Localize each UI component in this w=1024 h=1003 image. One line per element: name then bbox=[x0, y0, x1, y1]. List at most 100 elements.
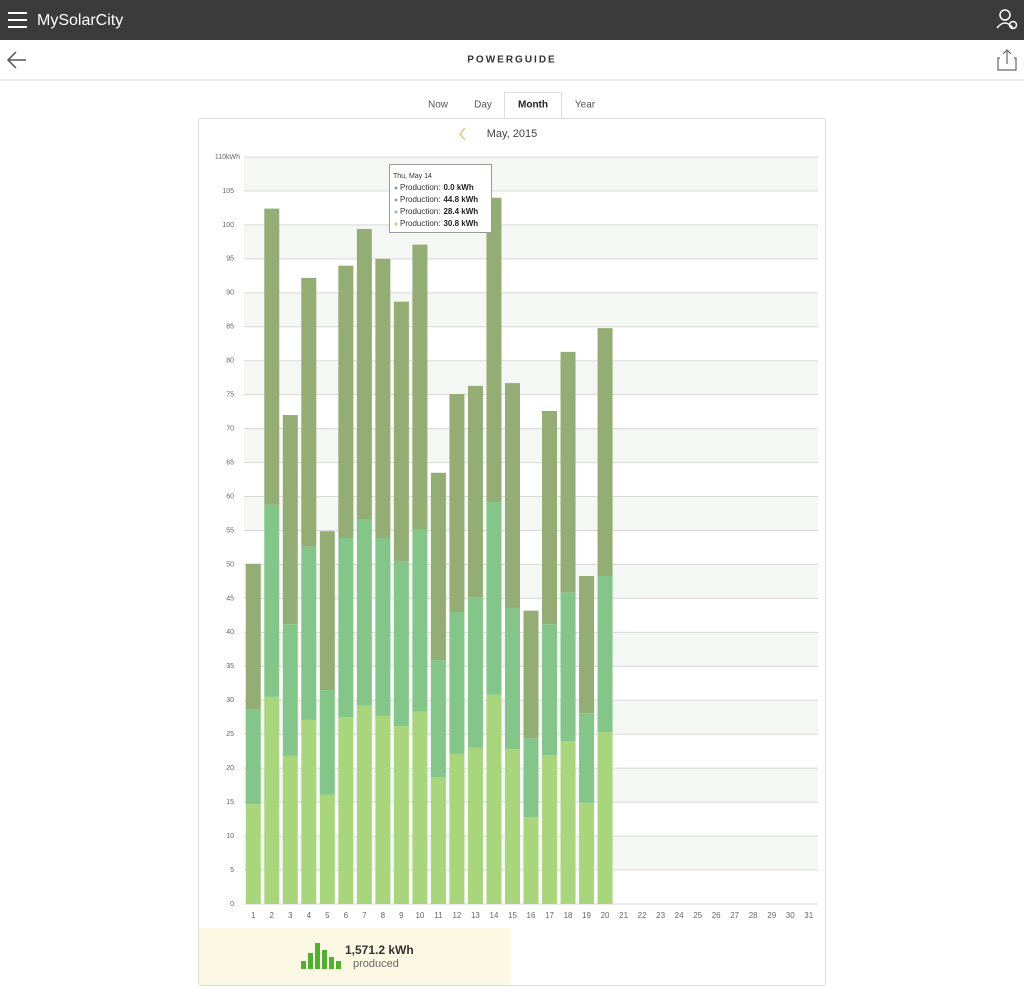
bar-segment bbox=[579, 575, 595, 714]
tooltip-value: 0.0 kWh bbox=[443, 183, 473, 192]
y-tick-label: 100 bbox=[222, 222, 234, 229]
x-tick-label: 12 bbox=[452, 911, 461, 920]
x-tick-label: 2 bbox=[270, 911, 275, 920]
grid-band bbox=[244, 428, 818, 463]
y-tick-label: 45 bbox=[226, 595, 234, 602]
grid-band bbox=[244, 360, 818, 395]
bar-segment bbox=[560, 592, 576, 742]
bar-segment bbox=[542, 410, 558, 625]
bar-segment bbox=[245, 804, 261, 904]
bar-segment bbox=[430, 777, 446, 904]
top-bar bbox=[0, 0, 1024, 40]
bar-segment bbox=[282, 755, 298, 904]
bar-segment bbox=[486, 197, 502, 502]
tooltip-label: Production: bbox=[400, 195, 440, 204]
bar-segment bbox=[486, 694, 502, 904]
grid-band bbox=[244, 224, 818, 259]
x-tick-label: 21 bbox=[619, 911, 628, 920]
period-label: May, 2015 bbox=[487, 128, 538, 140]
tab[interactable]: Day bbox=[474, 100, 492, 111]
y-tick-label: 20 bbox=[226, 765, 234, 772]
bar-segment bbox=[264, 208, 280, 505]
y-tick-label: 0 bbox=[230, 901, 234, 908]
summary-caption: produced bbox=[353, 958, 399, 970]
brand: MySolarCity bbox=[37, 12, 123, 29]
y-tick-label: 30 bbox=[226, 697, 234, 704]
x-tick-label: 16 bbox=[527, 911, 536, 920]
bar-segment bbox=[504, 607, 520, 750]
tab[interactable]: Year bbox=[575, 100, 596, 111]
bar-segment bbox=[301, 546, 317, 720]
bar-segment bbox=[560, 351, 576, 593]
bar-segment bbox=[597, 575, 613, 733]
x-tick-label: 23 bbox=[656, 911, 665, 920]
x-tick-label: 4 bbox=[307, 911, 312, 920]
bar-segment bbox=[319, 690, 335, 795]
bar-segment bbox=[319, 794, 335, 904]
y-tick-label: 70 bbox=[226, 425, 234, 432]
y-tick-label: 110kWh bbox=[215, 154, 240, 161]
x-tick-label: 20 bbox=[601, 911, 610, 920]
menu-icon[interactable] bbox=[8, 12, 27, 28]
y-tick-label: 25 bbox=[226, 731, 234, 738]
back-button[interactable] bbox=[6, 51, 26, 69]
y-tick-label: 85 bbox=[226, 324, 234, 331]
bar-segment bbox=[338, 265, 354, 538]
tab[interactable]: Month bbox=[518, 100, 548, 111]
y-tick-label: 60 bbox=[226, 493, 234, 500]
bar-segment bbox=[542, 755, 558, 904]
bar-segment bbox=[504, 749, 520, 904]
bar-segment bbox=[412, 529, 428, 712]
bar-segment bbox=[338, 717, 354, 904]
y-tick-label: 10 bbox=[226, 833, 234, 840]
tooltip-title: Thu, May 14 bbox=[393, 173, 432, 180]
bar-segment bbox=[356, 519, 372, 706]
x-tick-label: 6 bbox=[344, 911, 349, 920]
prev-period[interactable] bbox=[459, 127, 466, 141]
share-button[interactable] bbox=[997, 49, 1017, 71]
x-tick-label: 14 bbox=[490, 911, 499, 920]
x-tick-label: 3 bbox=[288, 911, 293, 920]
x-tick-label: 27 bbox=[730, 911, 739, 920]
tab[interactable]: Now bbox=[428, 100, 449, 111]
bar-segment bbox=[245, 709, 261, 805]
bar-segment bbox=[282, 415, 298, 625]
bar-segment bbox=[523, 817, 539, 904]
x-tick-label: 5 bbox=[325, 911, 330, 920]
account-icon[interactable] bbox=[996, 9, 1018, 30]
bar-segment bbox=[523, 738, 539, 818]
x-tick-label: 15 bbox=[508, 911, 517, 920]
x-tick-label: 18 bbox=[564, 911, 573, 920]
tabs: Now Day Month Year bbox=[428, 92, 596, 119]
x-tick-label: 8 bbox=[381, 911, 386, 920]
nav-bar bbox=[0, 40, 1024, 80]
bar-segment bbox=[597, 328, 613, 576]
y-tick-label: 80 bbox=[226, 358, 234, 365]
bar-segment bbox=[523, 610, 539, 739]
bar-segment bbox=[449, 611, 465, 754]
summary-box bbox=[199, 928, 511, 985]
y-tick-label: 95 bbox=[226, 256, 234, 263]
y-tick-label: 50 bbox=[226, 561, 234, 568]
x-tick-label: 19 bbox=[582, 911, 591, 920]
x-tick-label: 7 bbox=[362, 911, 367, 920]
y-tick-label: 75 bbox=[226, 392, 234, 399]
y-tick-label: 55 bbox=[226, 527, 234, 534]
summary-total: 1,571.2 kWh bbox=[345, 943, 414, 957]
bar-segment bbox=[301, 719, 317, 904]
y-tick-label: 90 bbox=[226, 290, 234, 297]
tooltip-dot bbox=[394, 210, 398, 214]
y-tick-label: 35 bbox=[226, 663, 234, 670]
bar-segment bbox=[579, 802, 595, 904]
x-tick-label: 24 bbox=[675, 911, 684, 920]
bar-segment bbox=[449, 394, 465, 612]
tooltip-value: 28.4 kWh bbox=[443, 207, 478, 216]
bar-segment bbox=[542, 624, 558, 756]
y-tick-label: 15 bbox=[226, 799, 234, 806]
tooltip-label: Production: bbox=[400, 219, 440, 228]
bar-segment bbox=[486, 501, 502, 695]
y-tick-label: 5 bbox=[230, 867, 234, 874]
x-tick-label: 1 bbox=[251, 911, 256, 920]
bar-segment bbox=[467, 747, 483, 904]
